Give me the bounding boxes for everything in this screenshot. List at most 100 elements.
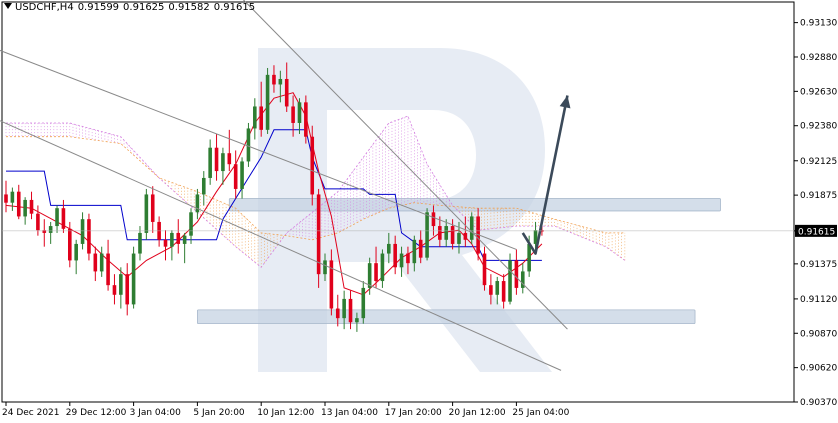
candle-body [419, 240, 423, 258]
low-value: 0.91582 [168, 2, 209, 13]
candle-body [279, 79, 283, 84]
y-tick-label: 0.93130 [800, 19, 837, 29]
candle [151, 186, 155, 233]
candle [4, 181, 8, 213]
candle-body [208, 148, 212, 178]
candle-body [164, 240, 168, 247]
candle-body [342, 299, 346, 318]
candle-body [495, 281, 499, 295]
candle-body [444, 226, 448, 240]
x-tick-label: 24 Dec 2021 [2, 408, 60, 418]
candle-body [62, 208, 66, 229]
candle [176, 219, 180, 253]
candle-body [202, 178, 206, 194]
candle-body [413, 240, 417, 263]
open-value: 0.91599 [78, 2, 119, 13]
candle-body [17, 192, 21, 217]
y-tick-label: 0.90620 [800, 364, 837, 374]
candle-body [119, 274, 123, 295]
x-tick-label: 17 Jan 20:00 [385, 408, 442, 418]
candle-body [74, 244, 78, 260]
candle [521, 263, 525, 293]
candle-body [489, 285, 493, 295]
high-value: 0.91625 [123, 2, 164, 13]
candle [253, 98, 257, 139]
candle-body [272, 75, 276, 85]
candle-body [138, 233, 142, 254]
candle [502, 274, 506, 308]
candle-body [361, 288, 365, 318]
symbol-label: USDCHF,H4 [15, 2, 74, 13]
candle [125, 263, 129, 315]
candle-body [266, 75, 270, 130]
candle-body [355, 318, 359, 322]
candle-body [221, 153, 225, 171]
candle [381, 249, 385, 287]
candle [361, 281, 365, 324]
candle-body [145, 194, 149, 232]
x-tick-label: 13 Jan 04:00 [321, 408, 378, 418]
candle [170, 230, 174, 260]
candle-body [400, 254, 404, 268]
candle-body [393, 244, 397, 267]
candle [470, 212, 474, 244]
candle [228, 130, 232, 171]
y-tick-label: 0.91875 [800, 191, 837, 201]
candle-body [470, 216, 474, 239]
candle-body [298, 102, 302, 123]
candle-body [234, 164, 238, 189]
candle [202, 171, 206, 205]
candle-body [125, 274, 129, 304]
candle [55, 205, 59, 232]
candle [138, 226, 142, 260]
candle-body [432, 212, 436, 226]
candle-body [527, 244, 531, 271]
x-tick-label: 3 Jan 04:00 [130, 408, 182, 418]
candle [30, 192, 34, 219]
candle-body [151, 194, 155, 221]
candle-body [247, 128, 251, 161]
y-tick-label: 0.92630 [800, 87, 837, 97]
candle [74, 240, 78, 274]
candle-body [406, 254, 410, 264]
candle-body [515, 260, 519, 287]
forecast-arrow-head [560, 95, 571, 108]
candle-body [170, 233, 174, 247]
candle-body [30, 200, 34, 214]
current-price-label: 0.91615 [798, 227, 835, 237]
x-tick-label: 20 Jan 12:00 [449, 408, 506, 418]
y-tick-label: 0.91120 [800, 295, 837, 305]
candle-body [228, 153, 232, 164]
x-tick-label: 29 Dec 12:00 [66, 408, 127, 418]
candle [304, 95, 308, 143]
candle-body [336, 309, 340, 319]
candle [132, 247, 136, 309]
candle [183, 233, 187, 263]
candle-body [381, 254, 385, 281]
candle-body [349, 299, 353, 322]
candle-body [259, 106, 263, 129]
candle-body [240, 161, 244, 188]
candle-body [304, 102, 308, 136]
candle-body [49, 226, 53, 233]
candle [94, 247, 98, 281]
candle-body [508, 260, 512, 301]
candle [266, 68, 270, 134]
symbol-dropdown-icon[interactable] [4, 3, 12, 9]
candle-body [323, 260, 327, 274]
candle-body [215, 148, 219, 171]
candle-body [176, 233, 180, 244]
candle [119, 267, 123, 308]
candle-body [464, 233, 468, 240]
candle [483, 247, 487, 291]
candle-body [483, 254, 487, 286]
candle-body [68, 229, 72, 261]
y-tick-label: 0.91375 [800, 260, 837, 270]
candle [157, 216, 161, 246]
candle [310, 126, 314, 206]
candle-body [36, 214, 40, 230]
y-tick-label: 0.92125 [800, 157, 837, 167]
candle-body [4, 194, 8, 202]
